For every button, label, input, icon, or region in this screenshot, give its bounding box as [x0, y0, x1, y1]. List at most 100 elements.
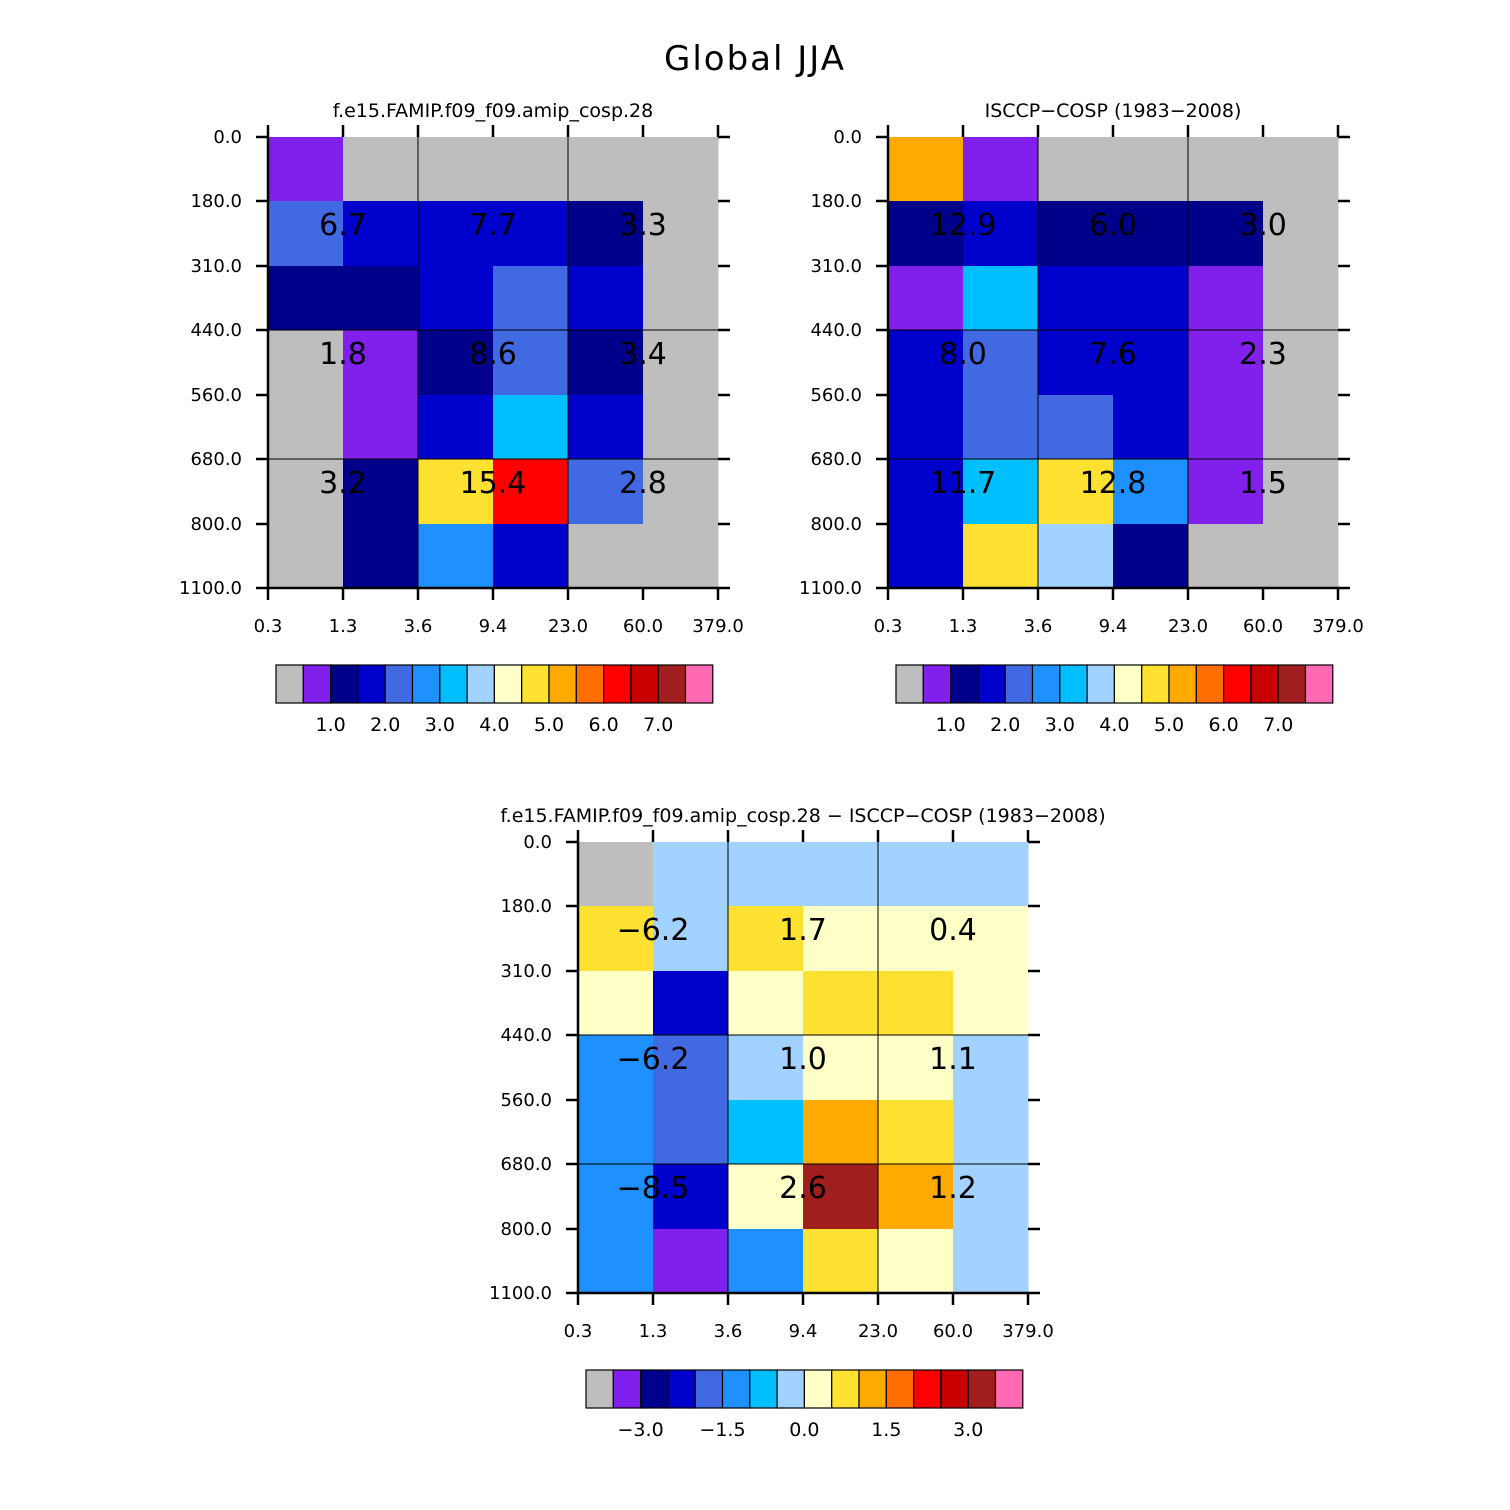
heatmap-cell — [728, 1164, 804, 1230]
panel-1: f.e15.FAMIP.f09_f09.amip_cosp.28 0.0 180.0… — [179, 100, 744, 736]
colorbar-label: 5.0 — [534, 714, 564, 736]
colorbar-swatch — [657, 664, 687, 704]
block-value-label: 12.8 — [1080, 466, 1147, 501]
colorbar-swatch — [521, 664, 550, 704]
heatmap-cell — [568, 330, 644, 396]
heatmap-cell — [653, 842, 729, 907]
heatmap-cell — [963, 201, 1039, 267]
heatmap-cell — [1263, 524, 1339, 589]
heatmap-cell — [1113, 137, 1189, 202]
colorbar-swatch — [411, 664, 441, 704]
heatmap-cell — [1113, 330, 1189, 396]
block-value-label: 12.9 — [930, 208, 997, 243]
heatmap-cell — [343, 137, 419, 202]
heatmap-cell — [653, 1035, 729, 1101]
colorbar-label: 7.0 — [643, 714, 673, 736]
heatmap-cell — [418, 137, 494, 202]
heatmap-cell — [578, 1164, 654, 1230]
colorbar-label: 7.0 — [1263, 714, 1293, 736]
heatmap-cell — [878, 971, 954, 1036]
heatmap-cell — [343, 459, 419, 525]
y-tick-label: 310.0 — [810, 256, 862, 277]
heatmap-cell — [953, 1164, 1029, 1230]
heatmap-cell — [643, 395, 719, 460]
heatmap-cell — [728, 906, 804, 972]
y-tick-label: 0.0 — [523, 832, 552, 853]
panel-3: f.e15.FAMIP.f09_f09.amip_cosp.28 − ISCCP… — [489, 805, 1106, 1441]
heatmap-cell — [653, 971, 729, 1036]
colorbar-swatch — [994, 1369, 1024, 1409]
y-tick-label: 310.0 — [500, 961, 552, 982]
colorbar-swatch — [667, 1369, 696, 1409]
heatmap-cell — [1038, 137, 1114, 202]
colorbar-label: 1.0 — [935, 714, 965, 736]
heatmap-cell — [343, 201, 419, 267]
heatmap-cell — [1038, 524, 1114, 589]
x-tick-label: 379.0 — [692, 616, 744, 637]
block-value-label: 1.1 — [929, 1042, 977, 1077]
x-tick-label: 1.3 — [639, 1321, 668, 1342]
heatmap-cell — [963, 459, 1039, 525]
colorbar-swatch — [749, 1369, 778, 1409]
colorbar-label: 1.5 — [871, 1419, 901, 1441]
heatmap-cell — [878, 1229, 954, 1294]
block-value-label: 1.0 — [779, 1042, 827, 1077]
heatmap-cell — [728, 971, 804, 1036]
heatmap-cell — [653, 1229, 729, 1294]
heatmap-cell — [568, 395, 644, 460]
heatmap-cell — [1038, 459, 1114, 525]
block-value-label: 2.8 — [619, 466, 667, 501]
heatmap-cell — [1113, 266, 1189, 331]
colorbar-label: 5.0 — [1154, 714, 1184, 736]
colorbar-label: 3.0 — [953, 1419, 983, 1441]
heatmap-cell — [1038, 330, 1114, 396]
colorbar-swatch — [858, 1369, 887, 1409]
colorbar-swatch — [384, 664, 414, 704]
y-tick-label: 560.0 — [810, 385, 862, 406]
block-value-label: 8.6 — [469, 337, 517, 372]
heatmap-cell — [963, 395, 1039, 460]
colorbar: 1.0 2.0 3.0 4.0 5.0 6.0 7.0 — [895, 664, 1334, 736]
heatmap-cell — [803, 906, 879, 972]
heatmap-cell — [888, 395, 964, 460]
colorbar-swatch — [940, 1369, 969, 1409]
colorbar-swatch — [776, 1369, 805, 1409]
colorbar-label: 0.0 — [789, 1419, 819, 1441]
heatmap-cell — [888, 524, 964, 589]
heatmap-cell — [268, 137, 344, 202]
x-tick-label: 1.3 — [949, 616, 978, 637]
heatmap-cell — [643, 201, 719, 267]
colorbar-swatch — [330, 664, 359, 704]
colorbar-swatch — [922, 664, 952, 704]
colorbar-swatch — [912, 1369, 942, 1409]
colorbar-swatch — [302, 664, 332, 704]
colorbar-label: −3.0 — [618, 1419, 664, 1441]
y-tick-label: 1100.0 — [489, 1283, 552, 1304]
heatmap-cell — [418, 459, 494, 525]
block-value-label: 3.2 — [319, 466, 367, 501]
panel-2: ISCCP−COSP (1983−2008) 0.0 180.0 310.0 440.0… — [799, 100, 1364, 736]
block-value-label: 2.3 — [1239, 337, 1287, 372]
block-value-label: 7.6 — [1089, 337, 1137, 372]
block-value-label: 1.5 — [1239, 466, 1287, 501]
colorbar-swatch — [602, 664, 632, 704]
y-tick-label: 800.0 — [190, 514, 242, 535]
y-tick-label: 180.0 — [190, 191, 242, 212]
x-tick-label: 9.4 — [479, 616, 508, 637]
x-tick-label: 60.0 — [1243, 616, 1283, 637]
colorbar-swatch — [439, 664, 468, 704]
heatmap-cell — [578, 1035, 654, 1101]
colorbar: −3.0 −1.5 0.0 1.5 3.0 — [585, 1369, 1024, 1441]
heatmap-cell — [493, 330, 569, 396]
heatmap-cell — [643, 137, 719, 202]
colorbar-swatch — [612, 1369, 642, 1409]
y-tick-label: 0.0 — [833, 127, 862, 148]
colorbar-swatch — [275, 664, 304, 704]
heatmap-cell — [343, 524, 419, 589]
heatmap-cell — [1113, 524, 1189, 589]
heatmap-cell — [953, 1035, 1029, 1101]
colorbar-swatch — [1222, 664, 1252, 704]
y-tick-label: 0.0 — [213, 127, 242, 148]
heatmap-cell — [803, 971, 879, 1036]
colorbar-label: 4.0 — [479, 714, 509, 736]
